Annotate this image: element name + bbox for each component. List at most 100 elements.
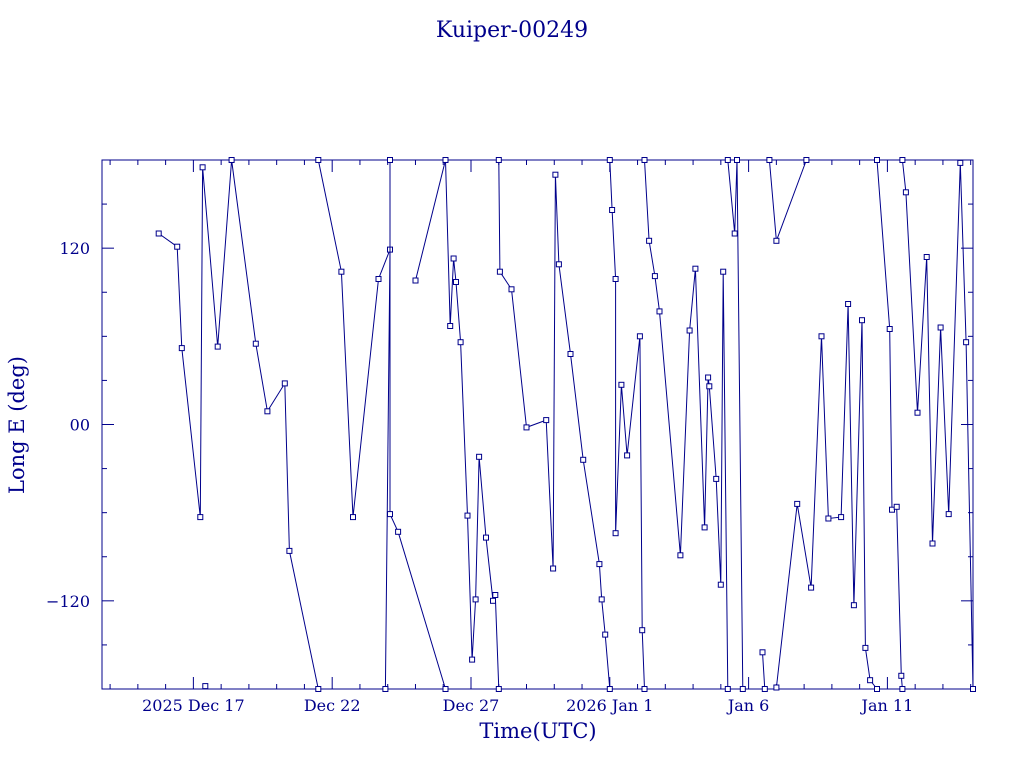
- data-point: [612, 530, 619, 537]
- data-point: [387, 157, 393, 163]
- data-point: [596, 561, 603, 568]
- data-point: [202, 683, 209, 690]
- series-line: [762, 652, 766, 690]
- data-point: [808, 584, 815, 591]
- series-line: [644, 159, 729, 690]
- data-point: [825, 515, 832, 522]
- data-point: [567, 351, 574, 357]
- series-line: [158, 159, 319, 690]
- data-point: [338, 268, 345, 275]
- data-point: [937, 324, 944, 331]
- data-point: [598, 596, 605, 603]
- data-point: [636, 333, 643, 340]
- data-point: [602, 631, 609, 638]
- data-point: [724, 686, 731, 692]
- series-line: [415, 159, 500, 690]
- data-point: [450, 255, 457, 262]
- data-point: [281, 380, 288, 387]
- data-point: [739, 686, 746, 692]
- data-point: [923, 254, 930, 260]
- data-point: [701, 524, 708, 531]
- data-point: [651, 273, 658, 280]
- data-point: [228, 157, 235, 163]
- data-point: [859, 317, 865, 324]
- data-point: [874, 157, 880, 163]
- data-point: [759, 649, 766, 656]
- data-point: [818, 333, 825, 340]
- data-point: [496, 268, 503, 275]
- data-point: [483, 534, 489, 541]
- data-point: [914, 409, 921, 416]
- y-axis-title: Long E (deg): [5, 356, 29, 494]
- data-point: [850, 602, 857, 609]
- chart-title: Kuiper-00249: [436, 18, 588, 43]
- data-point: [199, 164, 206, 171]
- data-point: [375, 276, 382, 282]
- series-line: [609, 159, 645, 690]
- data-point: [315, 686, 322, 692]
- data-point: [395, 528, 402, 535]
- series-line: [876, 159, 903, 690]
- data-point: [155, 230, 162, 237]
- data-point: [893, 503, 900, 510]
- data-point: [315, 157, 322, 163]
- data-point: [970, 686, 976, 692]
- x-tick-label: Dec 22: [304, 696, 361, 715]
- data-point: [264, 408, 271, 415]
- data-point: [543, 417, 550, 424]
- data-point: [580, 456, 587, 463]
- data-point: [706, 383, 713, 390]
- series-line: [768, 159, 807, 241]
- data-point: [350, 514, 356, 521]
- data-point: [508, 286, 515, 293]
- data-point: [794, 500, 801, 507]
- series-line: [901, 159, 974, 690]
- data-point: [713, 475, 720, 482]
- data-point: [874, 686, 880, 692]
- data-point: [899, 686, 906, 692]
- data-point: [886, 326, 893, 332]
- data-point: [612, 276, 619, 282]
- data-point: [214, 343, 221, 350]
- data-point: [761, 686, 768, 692]
- data-point: [552, 171, 559, 178]
- data-point: [197, 514, 204, 521]
- data-point: [656, 308, 663, 315]
- data-point: [382, 686, 389, 692]
- data-point: [495, 686, 502, 692]
- data-point: [717, 581, 724, 588]
- axis-ticks: 2025 Dec 17 Dec 22 Dec 27 2026 Jan 1 Jan 6 Ja…: [46, 159, 973, 715]
- y-tick-label: 00: [70, 416, 90, 435]
- data-point: [606, 157, 613, 163]
- data-point: [286, 547, 293, 554]
- data-point: [705, 374, 712, 381]
- x-tick-label: 2026 Jan 1: [566, 696, 653, 715]
- data-point: [453, 279, 459, 285]
- data-point: [495, 157, 502, 163]
- series-line: [775, 303, 878, 690]
- data-point: [606, 686, 613, 692]
- data-point: [490, 597, 496, 604]
- y-tick-label: −120: [46, 592, 90, 611]
- data-point: [867, 677, 874, 684]
- data-point: [550, 565, 557, 572]
- series-line: [389, 160, 446, 690]
- data-point: [624, 452, 631, 459]
- data-point: [618, 381, 625, 388]
- data-point: [957, 159, 964, 166]
- data-point: [178, 345, 185, 352]
- data-point: [929, 540, 936, 547]
- data-point: [902, 189, 909, 196]
- data-point: [387, 511, 393, 518]
- data-point: [174, 243, 181, 250]
- data-point: [731, 230, 738, 237]
- data-point: [442, 157, 449, 163]
- data-point: [476, 453, 483, 460]
- data-point: [724, 157, 731, 163]
- y-tick-label: 120: [59, 239, 90, 258]
- data-point: [252, 340, 259, 347]
- plot-frame: [101, 159, 974, 690]
- x-axis-title: Time(UTC): [479, 719, 596, 743]
- data-point: [963, 339, 970, 346]
